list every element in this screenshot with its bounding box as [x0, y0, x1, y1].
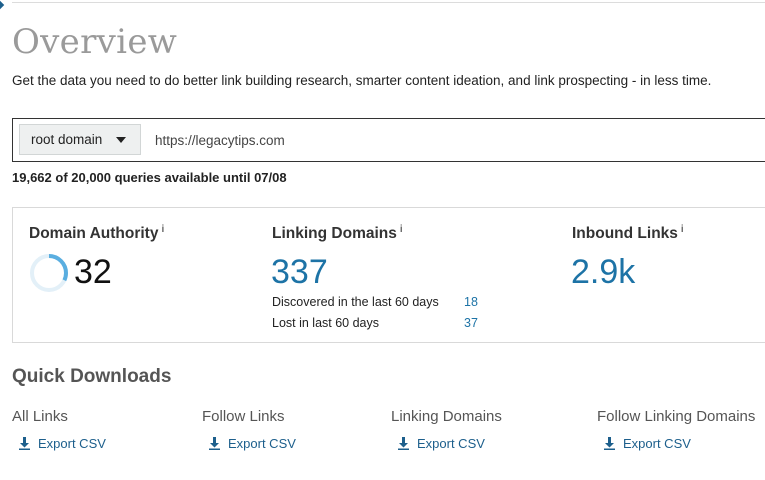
download-icon — [209, 437, 220, 450]
top-divider — [12, 2, 765, 3]
info-icon[interactable]: i — [161, 224, 165, 235]
domain-authority-label-text: Domain Authority — [29, 225, 159, 243]
scope-dropdown[interactable]: root domain — [19, 124, 141, 155]
download-name: Follow Linking Domains — [597, 408, 756, 425]
discovered-count: 18 — [464, 295, 478, 309]
export-csv-button[interactable]: Export CSV — [604, 436, 755, 451]
export-csv-button[interactable]: Export CSV — [19, 436, 106, 451]
download-linking-domains: Linking Domains Export CSV — [391, 408, 502, 451]
page-subtitle: Get the data you need to do better link … — [12, 73, 712, 88]
query-quota: 19,662 of 20,000 queries available until… — [12, 170, 287, 185]
download-follow-links: Follow Links Export CSV — [202, 408, 296, 451]
download-name: All Links — [12, 408, 68, 425]
chevron-down-icon — [116, 137, 126, 143]
lost-label: Lost in last 60 days — [272, 316, 380, 330]
export-csv-label: Export CSV — [38, 436, 106, 451]
download-icon — [604, 437, 615, 450]
info-icon[interactable]: i — [680, 224, 684, 235]
domain-authority-ring — [30, 254, 68, 292]
export-csv-button[interactable]: Export CSV — [209, 436, 296, 451]
download-name: Linking Domains — [391, 408, 502, 425]
domain-authority-label: Domain Authority i — [29, 224, 164, 243]
download-follow-linking-domains: Follow Linking Domains Export CSV — [597, 408, 755, 451]
url-search-input[interactable] — [153, 124, 757, 157]
linking-domains-value: 337 — [271, 253, 328, 291]
discovered-label: Discovered in the last 60 days — [272, 295, 439, 309]
export-csv-label: Export CSV — [228, 436, 296, 451]
export-csv-label: Export CSV — [623, 436, 691, 451]
download-icon — [398, 437, 409, 450]
linking-domains-label-text: Linking Domains — [272, 225, 397, 243]
inbound-links-label-text: Inbound Links — [572, 225, 678, 243]
page-title: Overview — [12, 22, 178, 62]
inbound-links-value: 2.9k — [571, 253, 636, 291]
domain-authority-value: 32 — [74, 253, 112, 291]
scope-dropdown-value: root domain — [31, 132, 103, 147]
inbound-links-label: Inbound Links i — [572, 224, 684, 243]
corner-marker — [0, 0, 5, 10]
download-icon — [19, 437, 30, 450]
info-icon[interactable]: i — [399, 224, 403, 235]
linking-domains-label: Linking Domains i — [272, 224, 403, 243]
search-bar: root domain — [12, 118, 765, 162]
ring-progress — [30, 254, 68, 292]
export-csv-button[interactable]: Export CSV — [398, 436, 502, 451]
lost-count: 37 — [464, 316, 478, 330]
metrics-card: Domain Authority i 32 Linking Domains i 33… — [12, 207, 765, 343]
download-all-links: All Links Export CSV — [12, 408, 106, 451]
export-csv-label: Export CSV — [417, 436, 485, 451]
download-name: Follow Links — [202, 408, 285, 425]
quick-downloads-title: Quick Downloads — [12, 366, 172, 387]
discovered-stat: Discovered in the last 60 days 18 — [272, 295, 478, 309]
lost-stat: Lost in last 60 days 37 — [272, 316, 478, 330]
